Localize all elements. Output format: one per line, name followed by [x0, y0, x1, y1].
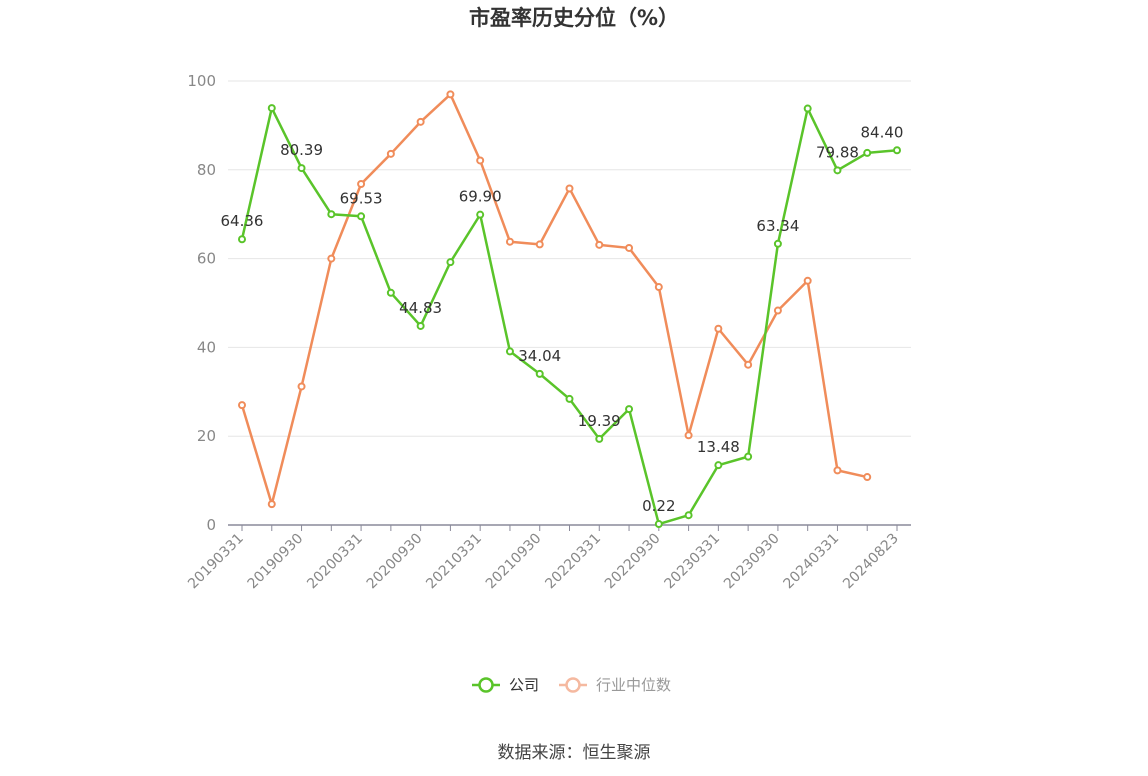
data-point — [327, 210, 336, 219]
y-tick-label: 60 — [197, 250, 216, 268]
y-tick-label: 0 — [206, 516, 216, 534]
series-line-0 — [240, 106, 898, 526]
y-tick-label: 80 — [197, 161, 216, 179]
data-point — [416, 117, 425, 126]
data-label: 13.48 — [697, 438, 740, 456]
x-tick-label: 20190331 — [185, 531, 247, 593]
data-label: 79.88 — [816, 143, 859, 161]
data-point — [238, 235, 246, 244]
data-point — [416, 321, 425, 330]
data-point — [565, 184, 574, 193]
x-tick-label: 20210930 — [483, 531, 545, 593]
data-point — [744, 360, 753, 369]
legend-marker-company — [478, 677, 494, 693]
series-layer — [238, 90, 901, 529]
data-point — [744, 452, 753, 461]
data-point — [625, 405, 634, 414]
legend: 公司 行业中位数 — [472, 676, 671, 694]
data-point — [505, 237, 514, 246]
data-point — [714, 461, 723, 470]
data-point — [833, 166, 842, 175]
data-point — [297, 382, 306, 391]
x-tick-label: 20240823 — [840, 531, 902, 593]
y-tick-label: 20 — [197, 427, 216, 445]
y-tick-label: 40 — [197, 338, 216, 356]
data-point — [893, 146, 901, 155]
data-point — [476, 156, 485, 165]
data-point — [684, 511, 693, 520]
data-point — [803, 104, 812, 113]
data-label: 84.40 — [861, 123, 904, 141]
data-point — [803, 276, 812, 285]
data-label: 63.34 — [756, 217, 799, 235]
data-point — [297, 164, 306, 173]
data-point — [595, 240, 604, 249]
data-label-layer: 64.36 80.39 69.53 44.83 69.90 34.04 19.39 0.22 1… — [221, 123, 904, 515]
data-point — [714, 324, 723, 333]
data-point — [476, 210, 485, 219]
data-point — [357, 180, 366, 189]
y-tick-label: 100 — [187, 72, 216, 90]
data-label: 0.22 — [642, 497, 675, 515]
data-point — [535, 369, 544, 378]
chart-title: 市盈率历史分位（%） — [468, 6, 680, 30]
data-point — [446, 90, 455, 99]
x-tick-label: 20200930 — [364, 531, 426, 593]
data-point — [773, 239, 782, 248]
x-tick-label: 20200331 — [304, 531, 366, 593]
x-tick-label: 20230331 — [661, 531, 723, 593]
x-tick-label: 20190930 — [245, 531, 307, 593]
data-point — [327, 254, 336, 263]
x-tick-label: 20220331 — [542, 531, 604, 593]
data-point — [833, 466, 842, 475]
data-point — [535, 240, 544, 249]
x-tick-label: 20220930 — [602, 531, 664, 593]
data-point — [684, 431, 693, 440]
data-point — [267, 500, 276, 509]
x-tick-label: 20230930 — [721, 531, 783, 593]
data-label: 69.53 — [340, 189, 383, 207]
x-tick-label: 20240331 — [781, 531, 843, 593]
data-point — [625, 243, 634, 252]
data-point — [565, 394, 574, 403]
data-point — [238, 401, 246, 410]
source-note: 数据来源：恒生聚源 — [497, 743, 651, 763]
data-label: 19.39 — [578, 412, 621, 430]
data-label: 34.04 — [518, 347, 561, 365]
legend-label-industry: 行业中位数 — [596, 676, 671, 694]
data-point — [773, 306, 782, 315]
data-point — [446, 258, 455, 267]
legend-label-company: 公司 — [509, 676, 539, 694]
series-line-1 — [240, 93, 868, 506]
x-tick-label: 20210331 — [423, 531, 485, 593]
data-label: 64.36 — [221, 212, 264, 230]
data-label: 44.83 — [399, 299, 442, 317]
data-point — [654, 283, 663, 292]
data-point — [357, 212, 366, 221]
data-point — [386, 288, 395, 297]
data-point — [505, 347, 514, 356]
data-label: 80.39 — [280, 141, 323, 159]
legend-marker-industry — [565, 677, 581, 693]
data-point — [267, 104, 276, 113]
data-point — [863, 473, 872, 482]
data-point — [863, 148, 872, 157]
data-label: 69.90 — [459, 188, 502, 206]
data-point — [654, 520, 663, 529]
data-point — [595, 434, 604, 443]
data-point — [386, 149, 395, 158]
grid-layer — [228, 80, 911, 437]
